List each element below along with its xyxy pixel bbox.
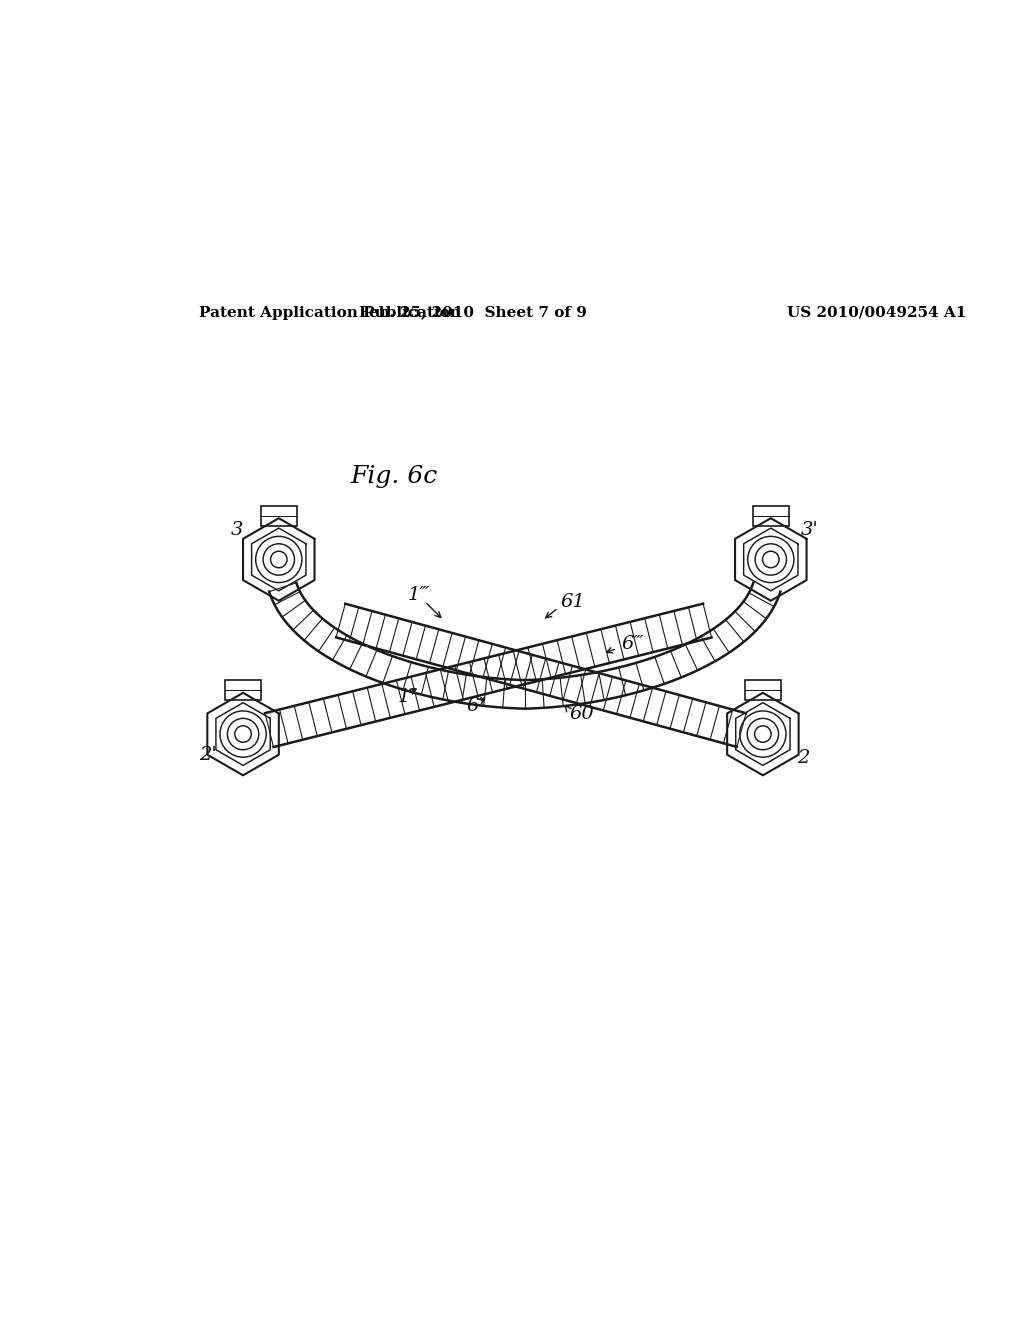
Text: 60: 60 xyxy=(569,705,594,723)
Bar xyxy=(753,506,788,525)
Bar xyxy=(225,680,261,700)
Text: Feb. 25, 2010  Sheet 7 of 9: Feb. 25, 2010 Sheet 7 of 9 xyxy=(359,305,587,319)
Text: 6″: 6″ xyxy=(466,697,485,715)
Text: 1″: 1″ xyxy=(397,688,418,706)
Text: 3: 3 xyxy=(231,521,244,539)
Text: 2: 2 xyxy=(797,748,809,767)
Text: 2': 2' xyxy=(200,747,217,764)
Text: Fig. 6c: Fig. 6c xyxy=(350,465,437,488)
Text: Patent Application Publication: Patent Application Publication xyxy=(200,305,462,319)
Text: US 2010/0049254 A1: US 2010/0049254 A1 xyxy=(786,305,966,319)
Text: 61: 61 xyxy=(560,593,586,611)
Bar xyxy=(261,506,297,525)
Text: 1‴: 1‴ xyxy=(408,586,430,605)
Bar xyxy=(744,680,781,700)
Text: 6‴: 6‴ xyxy=(622,635,644,653)
Text: 3': 3' xyxy=(801,521,819,539)
